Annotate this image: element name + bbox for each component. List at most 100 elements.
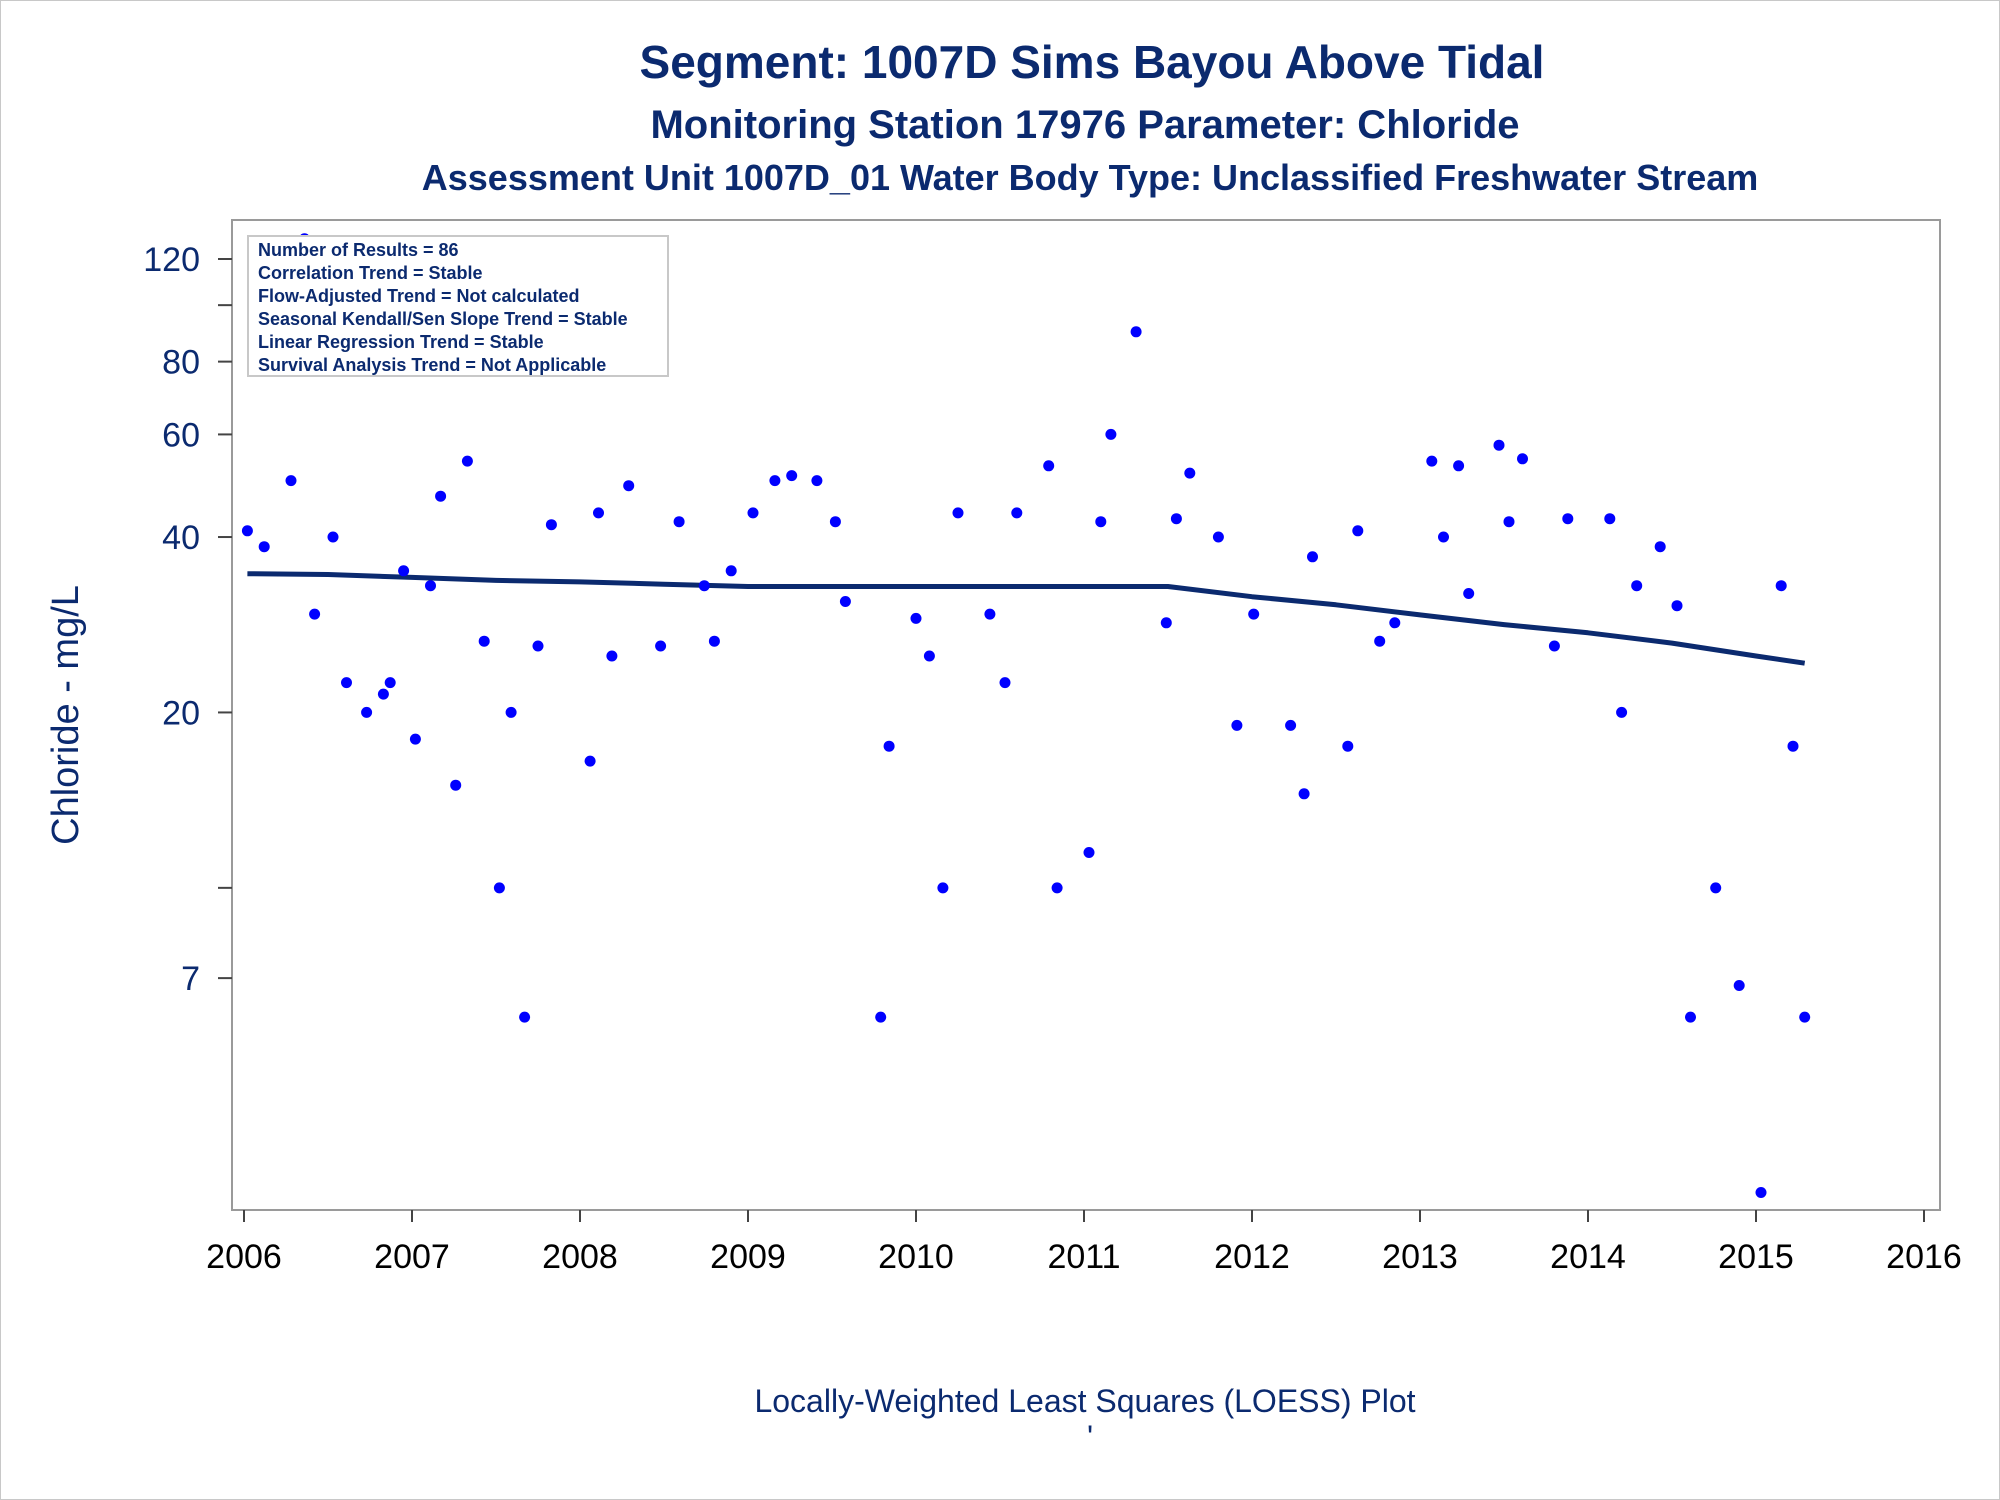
- data-point: [673, 516, 685, 528]
- data-point: [655, 640, 667, 652]
- data-point: [1160, 617, 1172, 629]
- data-point: [1685, 1011, 1696, 1023]
- x-tick-label: 2012: [1214, 1238, 1290, 1276]
- data-point: [1248, 608, 1260, 620]
- data-point: [1170, 513, 1182, 525]
- data-point: [1562, 513, 1574, 525]
- data-point: [1426, 455, 1438, 467]
- data-point: [923, 650, 935, 662]
- data-point: [1517, 453, 1528, 465]
- data-point: [1307, 551, 1318, 563]
- stats-line: Survival Analysis Trend = Not Applicable: [258, 355, 606, 375]
- data-point: [984, 608, 996, 620]
- data-point: [461, 455, 473, 467]
- data-point: [1105, 428, 1117, 440]
- data-point: [829, 516, 841, 528]
- data-point: [937, 882, 949, 894]
- x-tick-label: 2006: [206, 1238, 282, 1276]
- stats-line: Correlation Trend = Stable: [258, 263, 483, 283]
- data-point: [1130, 326, 1142, 338]
- data-point: [1799, 1011, 1811, 1023]
- data-point: [725, 565, 737, 577]
- data-point: [1184, 467, 1196, 479]
- data-point: [593, 507, 604, 519]
- data-point: [769, 475, 781, 487]
- stats-lines: Number of Results = 86 Correlation Trend …: [258, 240, 628, 375]
- data-point: [708, 635, 720, 647]
- data-point: [623, 480, 635, 492]
- data-point: [606, 650, 618, 662]
- data-point: [1231, 719, 1243, 731]
- data-point: [747, 507, 759, 519]
- data-point: [341, 677, 352, 689]
- data-point: [1298, 788, 1310, 800]
- data-point: [409, 733, 421, 745]
- data-point: [1548, 640, 1560, 652]
- data-point: [532, 640, 544, 652]
- data-point: [505, 706, 517, 718]
- data-point: [1463, 588, 1475, 599]
- data-point: [384, 677, 396, 689]
- data-point: [1352, 525, 1364, 537]
- data-point: [1616, 706, 1628, 718]
- data-point: [786, 470, 798, 482]
- data-point: [1389, 617, 1401, 629]
- data-point: [545, 519, 557, 531]
- trend-layer: [247, 571, 1806, 666]
- stats-line: Seasonal Kendall/Sen Slope Trend = Stabl…: [258, 309, 628, 329]
- stats-box: [247, 235, 669, 377]
- data-point: [883, 740, 895, 752]
- x-tick-label: 2015: [1718, 1238, 1794, 1276]
- chart-subtitle: Monitoring Station 17976 Parameter: Chlo…: [650, 103, 1519, 147]
- plot-area: [231, 219, 1941, 1211]
- x-tick-label: 2008: [542, 1238, 618, 1276]
- data-point: [309, 608, 321, 620]
- data-point: [839, 596, 851, 607]
- data-point: [1631, 580, 1643, 592]
- data-point: [1043, 460, 1055, 472]
- data-point: [241, 525, 253, 537]
- x-axis: 2006 2007 2008 2009 2010 2011 2012 2013 2014 2015…: [206, 1210, 1962, 1276]
- data-point: [519, 1011, 531, 1023]
- y-tick-label: 40: [162, 519, 200, 557]
- data-point: [910, 612, 922, 624]
- stats-line: Linear Regression Trend = Stable: [258, 332, 544, 352]
- data-point: [1095, 516, 1107, 528]
- stats-line: Flow-Adjusted Trend = Not calculated: [258, 286, 580, 306]
- y-tick-label: 120: [143, 241, 200, 279]
- data-point: [1503, 516, 1515, 528]
- data-point: [1775, 580, 1787, 592]
- data-point: [327, 531, 339, 543]
- stats-line: Number of Results = 86: [258, 240, 459, 260]
- x-tick-label: 2009: [710, 1238, 786, 1276]
- data-point: [1733, 980, 1745, 991]
- data-point: [875, 1011, 887, 1023]
- chart-footnote: Locally-Weighted Least Squares (LOESS) P…: [754, 1383, 1415, 1419]
- y-tick-label: 7: [181, 960, 200, 998]
- data-point: [811, 475, 823, 487]
- data-point: [478, 635, 490, 647]
- data-point: [1285, 719, 1297, 731]
- data-point: [1011, 507, 1023, 519]
- data-point: [1604, 513, 1616, 525]
- x-tick-label: 2010: [878, 1238, 954, 1276]
- point-layer: [241, 233, 1811, 1198]
- data-point: [493, 882, 505, 894]
- y-tick-label: 60: [162, 416, 200, 454]
- loess-trend-line: [247, 571, 1806, 666]
- x-tick-label: 2016: [1886, 1238, 1962, 1276]
- data-point: [1212, 531, 1224, 543]
- data-point: [1493, 439, 1505, 451]
- data-point: [1654, 541, 1666, 553]
- data-point: [285, 475, 297, 487]
- footnote-mark: ': [1087, 1419, 1093, 1455]
- data-point: [1671, 600, 1683, 612]
- data-point: [952, 507, 964, 519]
- x-tick-label: 2014: [1550, 1238, 1626, 1276]
- x-tick-label: 2013: [1382, 1238, 1458, 1276]
- data-point: [1374, 635, 1386, 647]
- chart-subtitle-2: Assessment Unit 1007D_01 Water Body Type…: [422, 157, 1759, 198]
- y-tick-label: 80: [162, 344, 200, 382]
- data-point: [1342, 740, 1354, 752]
